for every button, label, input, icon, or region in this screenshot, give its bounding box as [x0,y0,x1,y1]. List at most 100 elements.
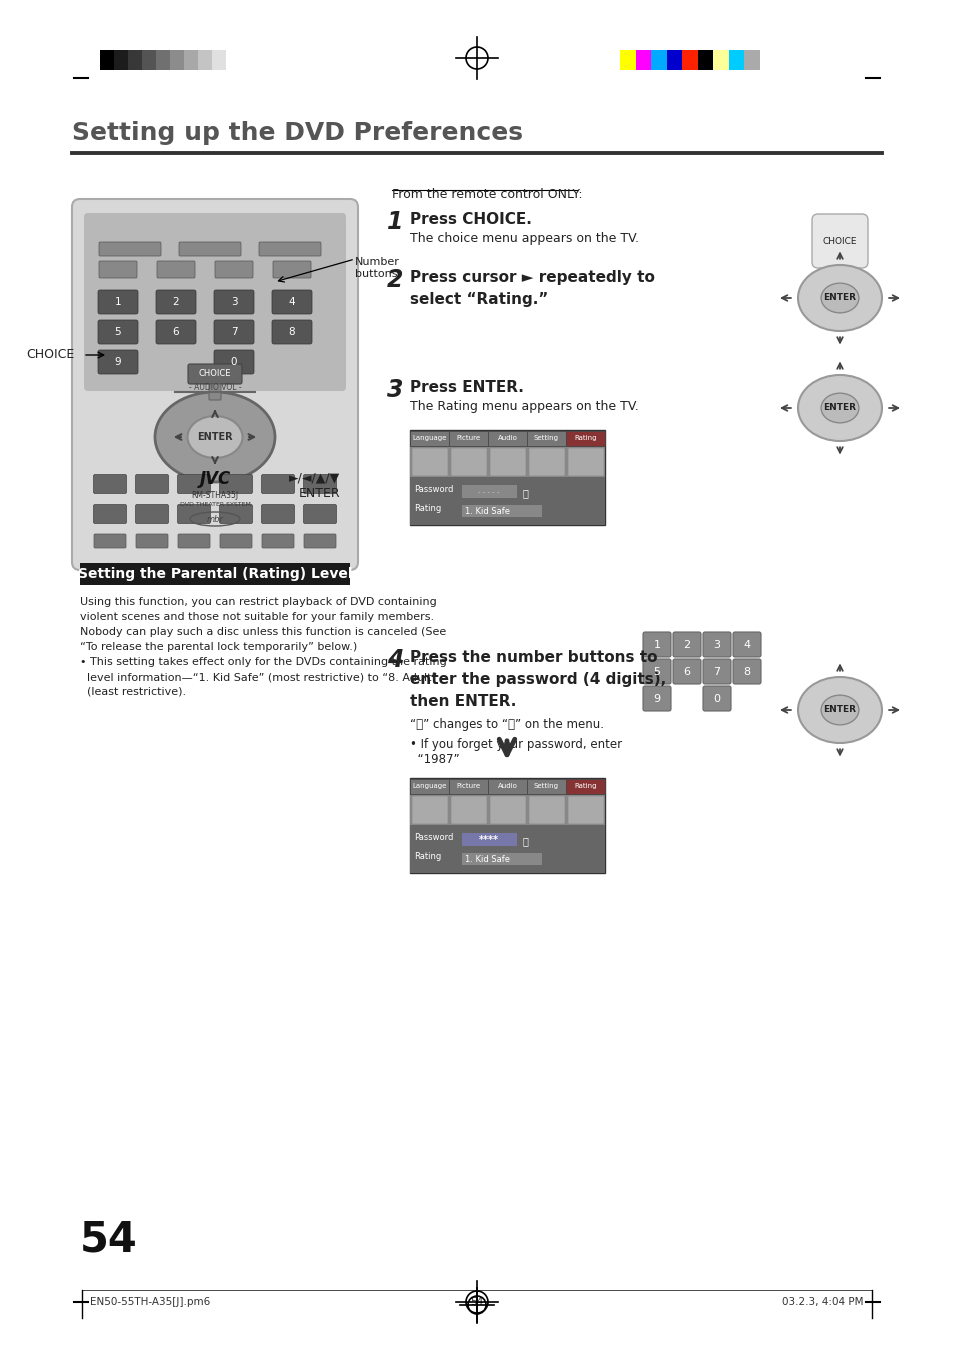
Text: 🔓: 🔓 [521,836,527,846]
Text: “🔒” changes to “🔓” on the menu.: “🔒” changes to “🔓” on the menu. [410,718,603,731]
FancyBboxPatch shape [451,796,486,823]
FancyBboxPatch shape [410,431,449,446]
FancyBboxPatch shape [567,796,603,823]
FancyBboxPatch shape [258,242,320,256]
Text: Language: Language [412,435,446,441]
FancyBboxPatch shape [410,825,604,873]
FancyBboxPatch shape [262,534,294,548]
Text: 1: 1 [114,297,121,307]
Bar [713,50,728,70]
FancyBboxPatch shape [272,320,312,343]
FancyBboxPatch shape [272,289,312,314]
Text: DVD THEATER SYSTEM: DVD THEATER SYSTEM [179,503,251,507]
Text: “To release the parental lock temporarily” below.): “To release the parental lock temporaril… [80,642,356,652]
Text: Setting: Setting [534,783,558,790]
Text: mbr: mbr [206,515,223,523]
Text: Number
buttons: Number buttons [355,257,399,279]
Text: The choice menu appears on the TV.: The choice menu appears on the TV. [410,233,639,245]
Text: 0: 0 [713,694,720,704]
FancyBboxPatch shape [529,448,564,476]
Text: 03.2.3, 4:04 PM: 03.2.3, 4:04 PM [781,1297,863,1307]
Text: 0: 0 [231,357,237,366]
FancyBboxPatch shape [98,350,138,375]
Ellipse shape [797,677,882,744]
FancyBboxPatch shape [99,242,161,256]
FancyBboxPatch shape [93,504,127,523]
Text: Language: Language [412,783,446,790]
Text: 54: 54 [470,1297,483,1307]
Text: The Rating menu appears on the TV.: The Rating menu appears on the TV. [410,400,639,412]
FancyBboxPatch shape [642,658,670,684]
FancyBboxPatch shape [565,431,604,446]
FancyBboxPatch shape [219,504,253,523]
FancyBboxPatch shape [672,631,700,657]
Bar [226,50,240,70]
Text: 🔒: 🔒 [521,488,527,498]
Text: 5: 5 [114,327,121,337]
Text: - - - - -: - - - - - [477,489,499,495]
FancyBboxPatch shape [213,350,253,375]
Text: 8: 8 [289,327,295,337]
FancyBboxPatch shape [261,475,294,493]
Text: 1: 1 [653,639,659,650]
Text: Password: Password [414,485,453,495]
FancyBboxPatch shape [449,779,488,794]
Text: - AUDIO VOL -: - AUDIO VOL - [189,383,241,392]
Text: 7: 7 [231,327,237,337]
Text: Press CHOICE.: Press CHOICE. [410,212,532,227]
Text: 6: 6 [172,327,179,337]
Text: 7: 7 [713,667,720,677]
FancyBboxPatch shape [209,384,221,400]
Text: 4: 4 [742,639,750,650]
Text: Rating: Rating [574,783,597,790]
Bar [156,50,170,70]
FancyBboxPatch shape [449,431,488,446]
FancyBboxPatch shape [304,534,335,548]
FancyBboxPatch shape [488,431,526,446]
FancyBboxPatch shape [219,475,253,493]
Text: Password: Password [414,833,453,842]
FancyBboxPatch shape [136,534,168,548]
Text: ►/◄/▲/▼
ENTER: ►/◄/▲/▼ ENTER [289,470,339,500]
Text: Press cursor ► repeatedly to: Press cursor ► repeatedly to [410,270,654,285]
Ellipse shape [821,393,858,423]
Ellipse shape [797,265,882,331]
Bar [128,50,142,70]
FancyBboxPatch shape [98,320,138,343]
FancyBboxPatch shape [702,685,730,711]
FancyBboxPatch shape [732,631,760,657]
Text: 1: 1 [387,210,403,234]
Bar [184,50,198,70]
Text: 3: 3 [387,379,403,402]
Bar [142,50,156,70]
Text: 1. Kid Safe: 1. Kid Safe [464,507,510,516]
FancyBboxPatch shape [80,562,350,585]
FancyBboxPatch shape [565,779,604,794]
FancyBboxPatch shape [94,534,126,548]
Bar [113,50,128,70]
FancyBboxPatch shape [461,506,541,518]
FancyBboxPatch shape [220,534,252,548]
Text: CHOICE: CHOICE [198,369,231,379]
Bar [212,50,226,70]
Text: JVC: JVC [199,470,231,488]
FancyBboxPatch shape [156,289,195,314]
FancyBboxPatch shape [490,796,525,823]
FancyBboxPatch shape [412,448,448,476]
Bar [100,50,113,70]
Bar [681,50,697,70]
Bar [697,50,713,70]
Text: Audio: Audio [497,783,517,790]
Text: 2: 2 [387,268,403,292]
Text: EN50-55TH-A35[J].pm6: EN50-55TH-A35[J].pm6 [90,1297,210,1307]
Text: ****: **** [478,836,498,845]
Text: Setting the Parental (Rating) Level: Setting the Parental (Rating) Level [77,566,352,581]
Text: • This setting takes effect only for the DVDs containing the rating: • This setting takes effect only for the… [80,657,446,667]
Bar [619,50,635,70]
FancyBboxPatch shape [156,320,195,343]
Text: Picture: Picture [456,783,480,790]
FancyBboxPatch shape [642,631,670,657]
Text: select “Rating.”: select “Rating.” [410,292,548,307]
FancyBboxPatch shape [526,779,565,794]
Text: 54: 54 [80,1218,137,1260]
